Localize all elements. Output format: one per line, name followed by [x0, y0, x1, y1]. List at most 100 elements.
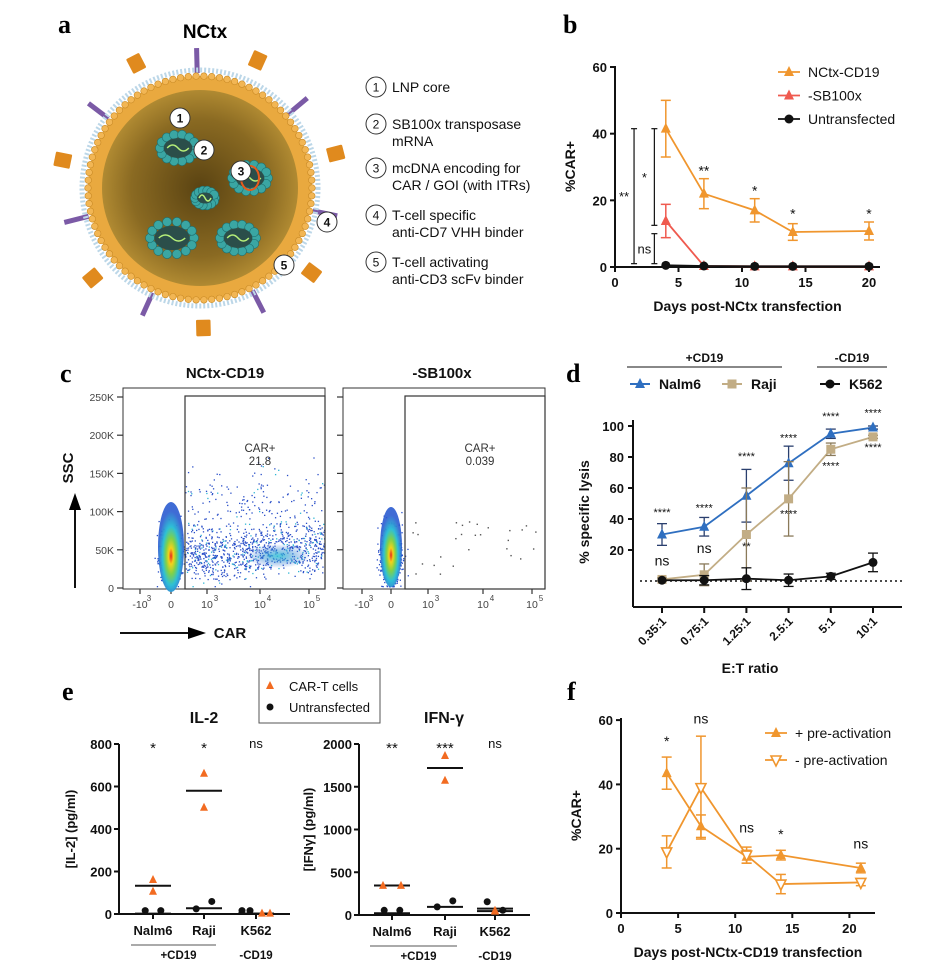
event-dot [191, 567, 194, 569]
event-dot [213, 479, 215, 481]
lipid-head [97, 236, 105, 245]
event-dot [227, 542, 229, 544]
legend-marker [266, 703, 274, 711]
event-dot [228, 565, 230, 567]
event-dot [192, 508, 194, 511]
event-dot [323, 523, 325, 526]
y-tick-label: 0 [345, 908, 352, 923]
event-dot [191, 553, 193, 555]
event-dot [289, 517, 291, 519]
event-dot [213, 557, 215, 559]
data-point [775, 849, 786, 860]
event-dot [307, 529, 309, 531]
event-dot [285, 540, 287, 543]
plot-title: NCtx-CD19 [186, 365, 264, 382]
event-dot [269, 542, 271, 544]
event-dot [383, 578, 385, 581]
event-dot [262, 536, 265, 538]
event-dot [239, 544, 241, 547]
event-dot [199, 546, 201, 548]
event-dot [201, 539, 203, 541]
event-dot [186, 547, 188, 550]
event-dot [210, 529, 213, 531]
event-dot [264, 514, 266, 517]
event-dot [245, 542, 247, 545]
event-dot [245, 557, 248, 559]
event-dot [287, 532, 290, 534]
event-dot [226, 573, 228, 575]
lipid-head [215, 74, 224, 82]
event-dot [315, 552, 317, 554]
event-dot [272, 535, 274, 537]
data-point [740, 850, 753, 863]
car-t-point [200, 768, 208, 777]
event-dot [243, 532, 245, 534]
mrna-cluster-bead [180, 246, 191, 256]
event-dot [203, 570, 205, 573]
event-dot [189, 540, 191, 543]
event-dot [306, 527, 308, 529]
event-dot [215, 554, 217, 557]
legend-number: 4 [373, 209, 380, 223]
event-dot [262, 491, 265, 493]
event-dot [194, 556, 196, 559]
event-dot [248, 561, 250, 563]
event-dot [225, 559, 228, 561]
data-point [699, 520, 710, 531]
event-dot [229, 578, 231, 581]
event-dot [307, 550, 309, 553]
event-dot [213, 578, 215, 580]
lipid-head [307, 199, 315, 208]
car-positive-gate [184, 395, 326, 590]
event-dot [234, 543, 236, 545]
event-dot [314, 545, 316, 547]
lipid-head [110, 112, 118, 120]
event-dot [212, 570, 214, 572]
event-dot [229, 547, 231, 549]
y-tick-label: 800 [90, 737, 112, 752]
event-dot [317, 520, 320, 523]
event-dot [215, 556, 217, 559]
event-dot [194, 553, 196, 555]
event-dot [223, 546, 226, 548]
lipid-head [223, 75, 231, 83]
event-dot [196, 555, 198, 558]
event-dot [203, 582, 205, 584]
event-dot [279, 525, 282, 528]
data-point [699, 261, 709, 271]
event-dot [247, 547, 250, 550]
event-dot [211, 493, 213, 496]
event-dot [223, 569, 226, 571]
event-dot [214, 555, 216, 557]
untransfected-point [396, 906, 404, 914]
event-dot [248, 571, 250, 573]
x-tick-label: 0 [611, 275, 618, 290]
event-dot [315, 565, 318, 567]
event-dot [240, 549, 242, 551]
marker-number: 3 [238, 165, 245, 179]
event-dot [204, 560, 207, 562]
mrna-strand-icon [198, 194, 212, 202]
event-dot [194, 549, 197, 551]
event-dot [311, 534, 314, 536]
event-dot [235, 545, 238, 548]
event-dot [223, 554, 225, 556]
event-dot [282, 542, 284, 545]
event-dot [294, 541, 296, 543]
event-dot [252, 545, 254, 548]
event-dot [221, 557, 223, 559]
event-dot [246, 565, 248, 568]
significance-label: ns [488, 736, 502, 751]
legend-label: NCtx-CD19 [808, 64, 880, 80]
group-label: -CD19 [239, 950, 272, 962]
event-dot [201, 552, 204, 555]
mrna-cluster-bead [172, 249, 182, 259]
event-dot [287, 535, 289, 537]
x-tick-label: 10 [422, 599, 434, 611]
data-point [694, 782, 708, 796]
event-dot [455, 537, 457, 540]
event-dot [197, 511, 199, 513]
event-dot [209, 566, 212, 569]
x-tick-label: Raji [192, 923, 216, 938]
untransfected-point [499, 906, 507, 914]
